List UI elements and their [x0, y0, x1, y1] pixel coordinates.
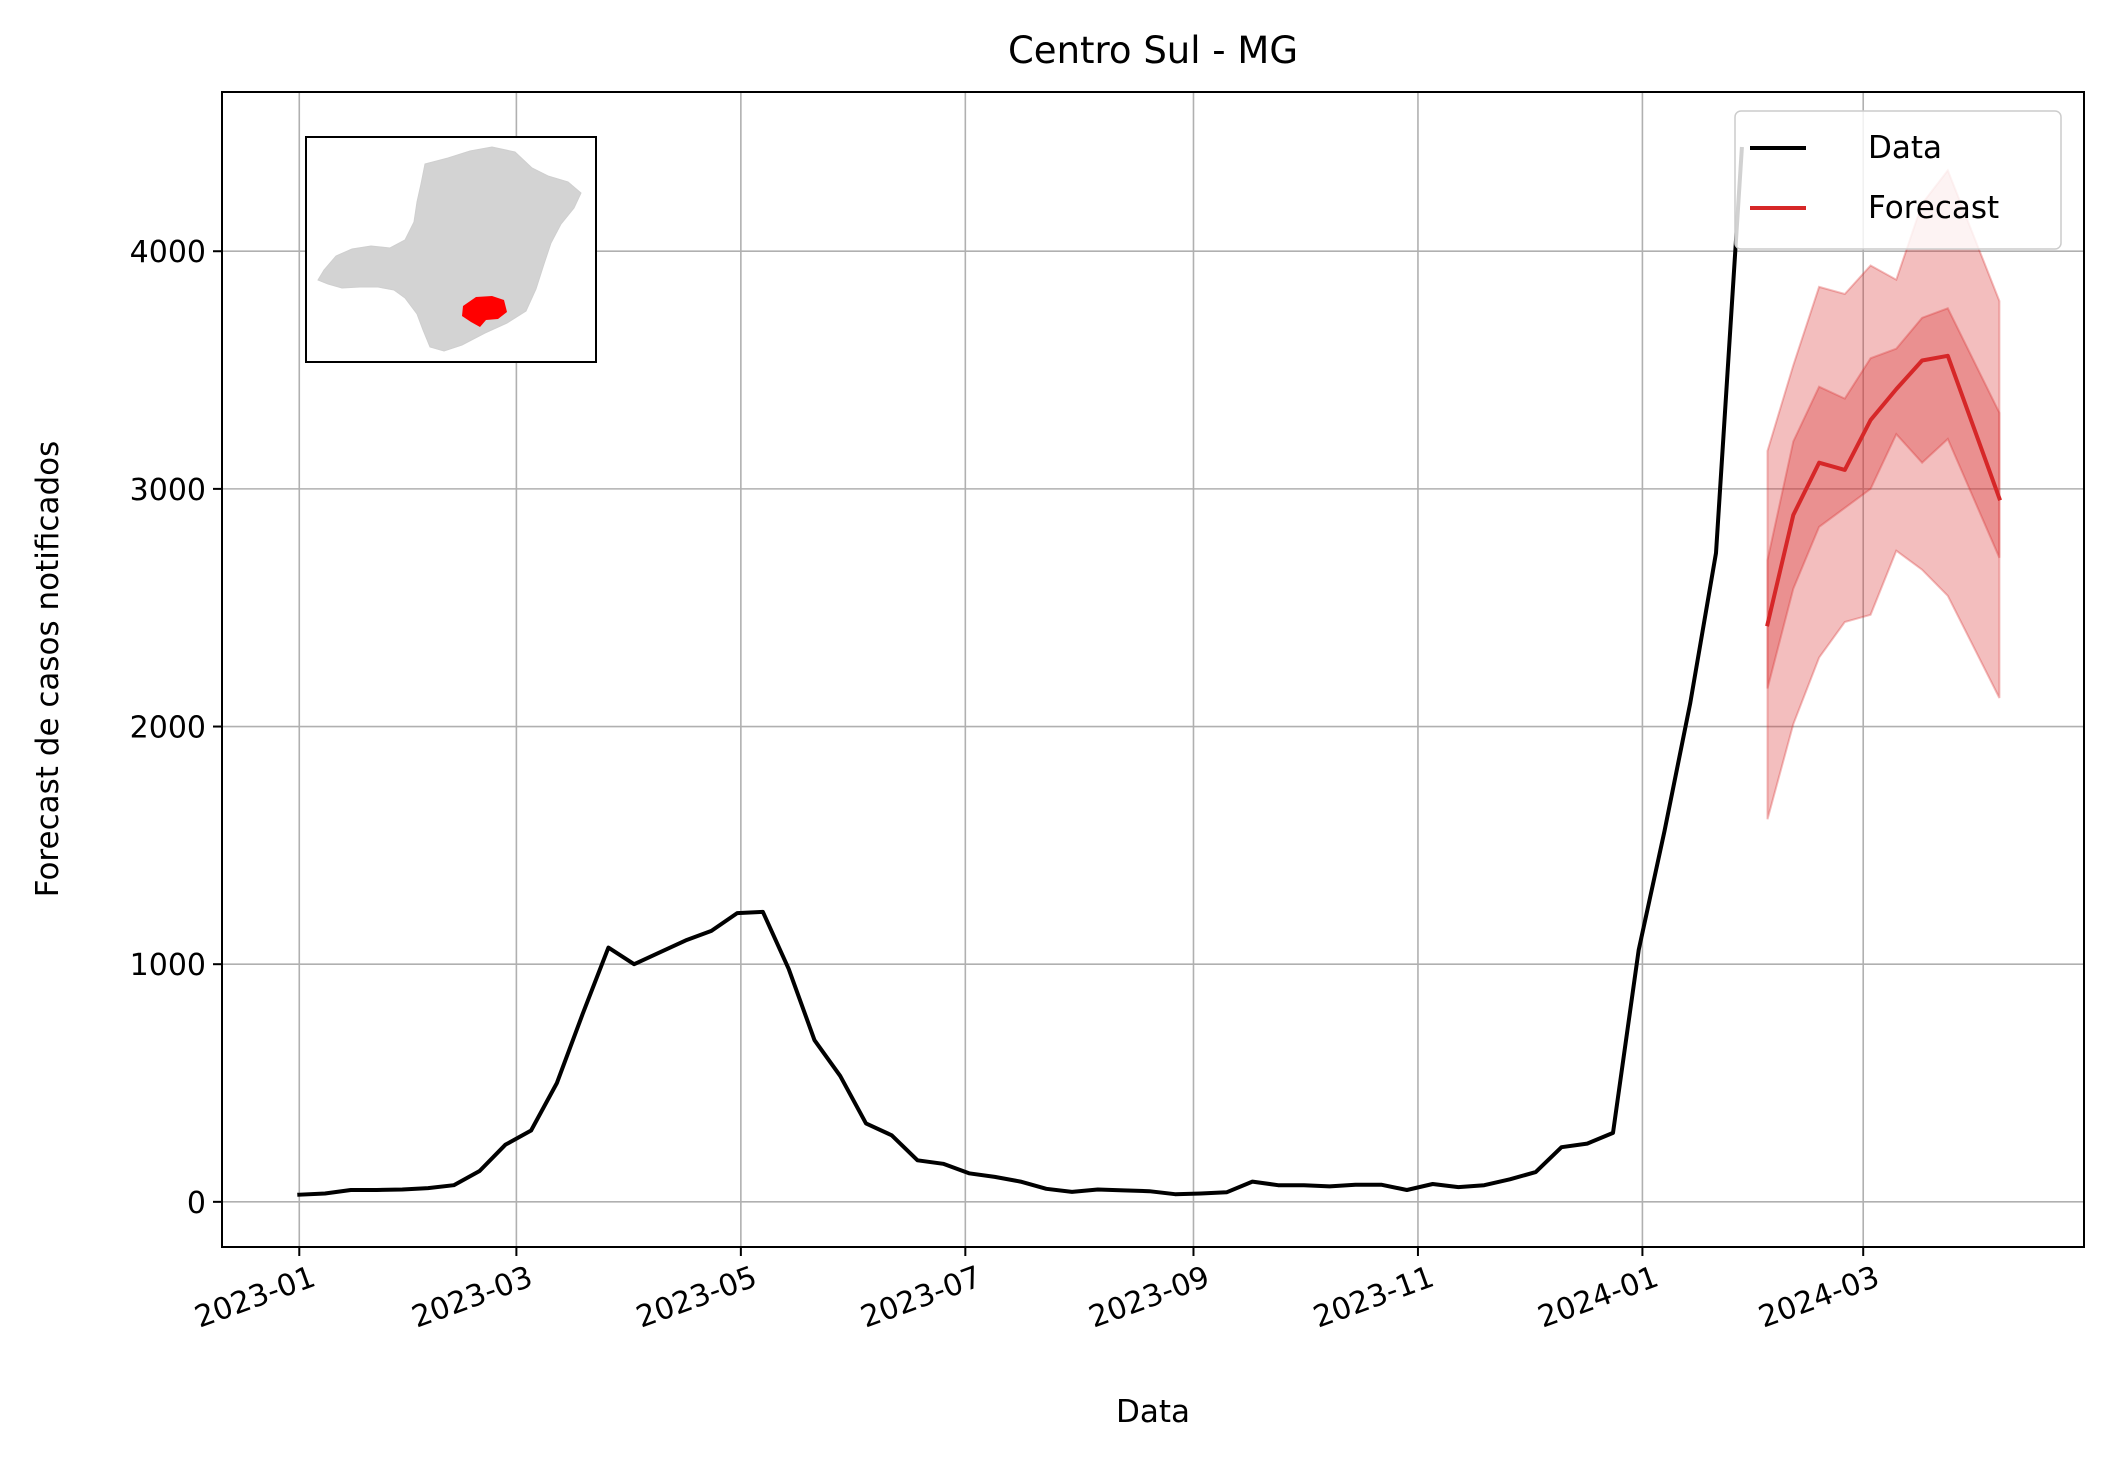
legend-box — [1734, 110, 2062, 250]
series-line-forecast — [1765, 353, 2002, 627]
y-tick-label: 0 — [187, 1186, 206, 1221]
locator-map-inset — [305, 136, 597, 363]
forecast-bands — [1766, 168, 2001, 820]
legend-label-forecast: Forecast — [1868, 190, 1999, 226]
forecast-band-1 — [1766, 168, 2001, 820]
state-map-shape — [317, 146, 582, 352]
y-tick-label: 4000 — [130, 235, 206, 270]
y-tick-label: 1000 — [130, 948, 206, 983]
chart-title: Centro Sul - MG — [1008, 29, 1298, 72]
series-lines — [297, 146, 2002, 1197]
centro-sul-region-shape — [462, 296, 507, 327]
y-tick-label: 2000 — [130, 711, 206, 746]
y-axis-label: Forecast de casos notificados — [30, 441, 66, 898]
legend-label-data: Data — [1868, 130, 1942, 166]
y-tick-label: 3000 — [130, 473, 206, 508]
grid — [222, 92, 2084, 1247]
plot-area-frame — [221, 91, 2085, 1248]
legend: Data Forecast — [1734, 110, 2062, 250]
forecast-band-2 — [1766, 307, 2001, 689]
series-line-data — [297, 146, 1744, 1197]
x-axis-label: Data — [1116, 1394, 1190, 1430]
